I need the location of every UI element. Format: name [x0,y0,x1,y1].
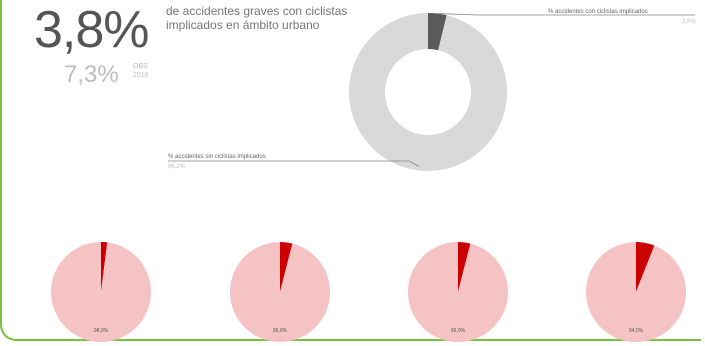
leader-line-with-cyclists [437,13,695,16]
donut-chart [168,13,695,171]
band-label: Entre 100.000 y 250.000 hab. [404,202,514,225]
pie-value-label: 98,0% [94,328,109,334]
comparison-value: 7,3% [64,61,119,88]
donut-label-without-cyclists: % accidentes sin ciclistas implicados [168,154,266,160]
band-50000-100000: Entre 50.000 y 100.000 hab. [192,197,369,231]
pie-slice-no-cyclists [585,242,686,342]
pie-value-label: 96,0% [273,328,288,334]
pie-slice-no-cyclists [229,242,330,342]
band-label: Menos de 50.000 hab. [52,208,152,219]
pie-slice-cyclists [458,242,471,292]
pie-slice-cyclists [101,242,108,292]
comparison-source: OBS 2016 [133,62,155,80]
leader-line-without-cyclists [168,160,420,167]
pie-slice-no-cyclists [50,242,151,342]
donut-value-with-cyclists: 3,8% [682,19,696,25]
donut-value-without-cyclists: 96,2% [168,164,186,170]
green-frame-border [0,0,701,341]
pie-slice-cyclists [636,242,655,292]
headline-value: 3,8% [34,1,150,59]
donut-label-with-cyclists: % accidentes con ciclistas implicados [548,9,648,15]
headline-description: de accidentes graves con ciclistas impli… [166,4,348,32]
pie-slice-no-cyclists [407,242,508,342]
pie-slice-cyclists [280,242,293,292]
band-more-250000: Más de 250.000 hab. [549,197,700,231]
pie-value-label: 94,0% [629,328,644,334]
comparison-source-text: OBS 2016 [133,63,149,79]
band-100000-250000: Entre 100.000 y 250.000 hab. [371,197,547,231]
pie-value-label: 96,0% [451,328,466,334]
donut-slice-with-cyclists [428,13,447,51]
band-label: Entre 50.000 y 100.000 hab. [228,202,333,225]
band-less-50000: Menos de 50.000 hab. [14,197,190,231]
donut-slice-without-cyclists [349,13,507,171]
band-label: Más de 250.000 hab. [577,208,672,219]
